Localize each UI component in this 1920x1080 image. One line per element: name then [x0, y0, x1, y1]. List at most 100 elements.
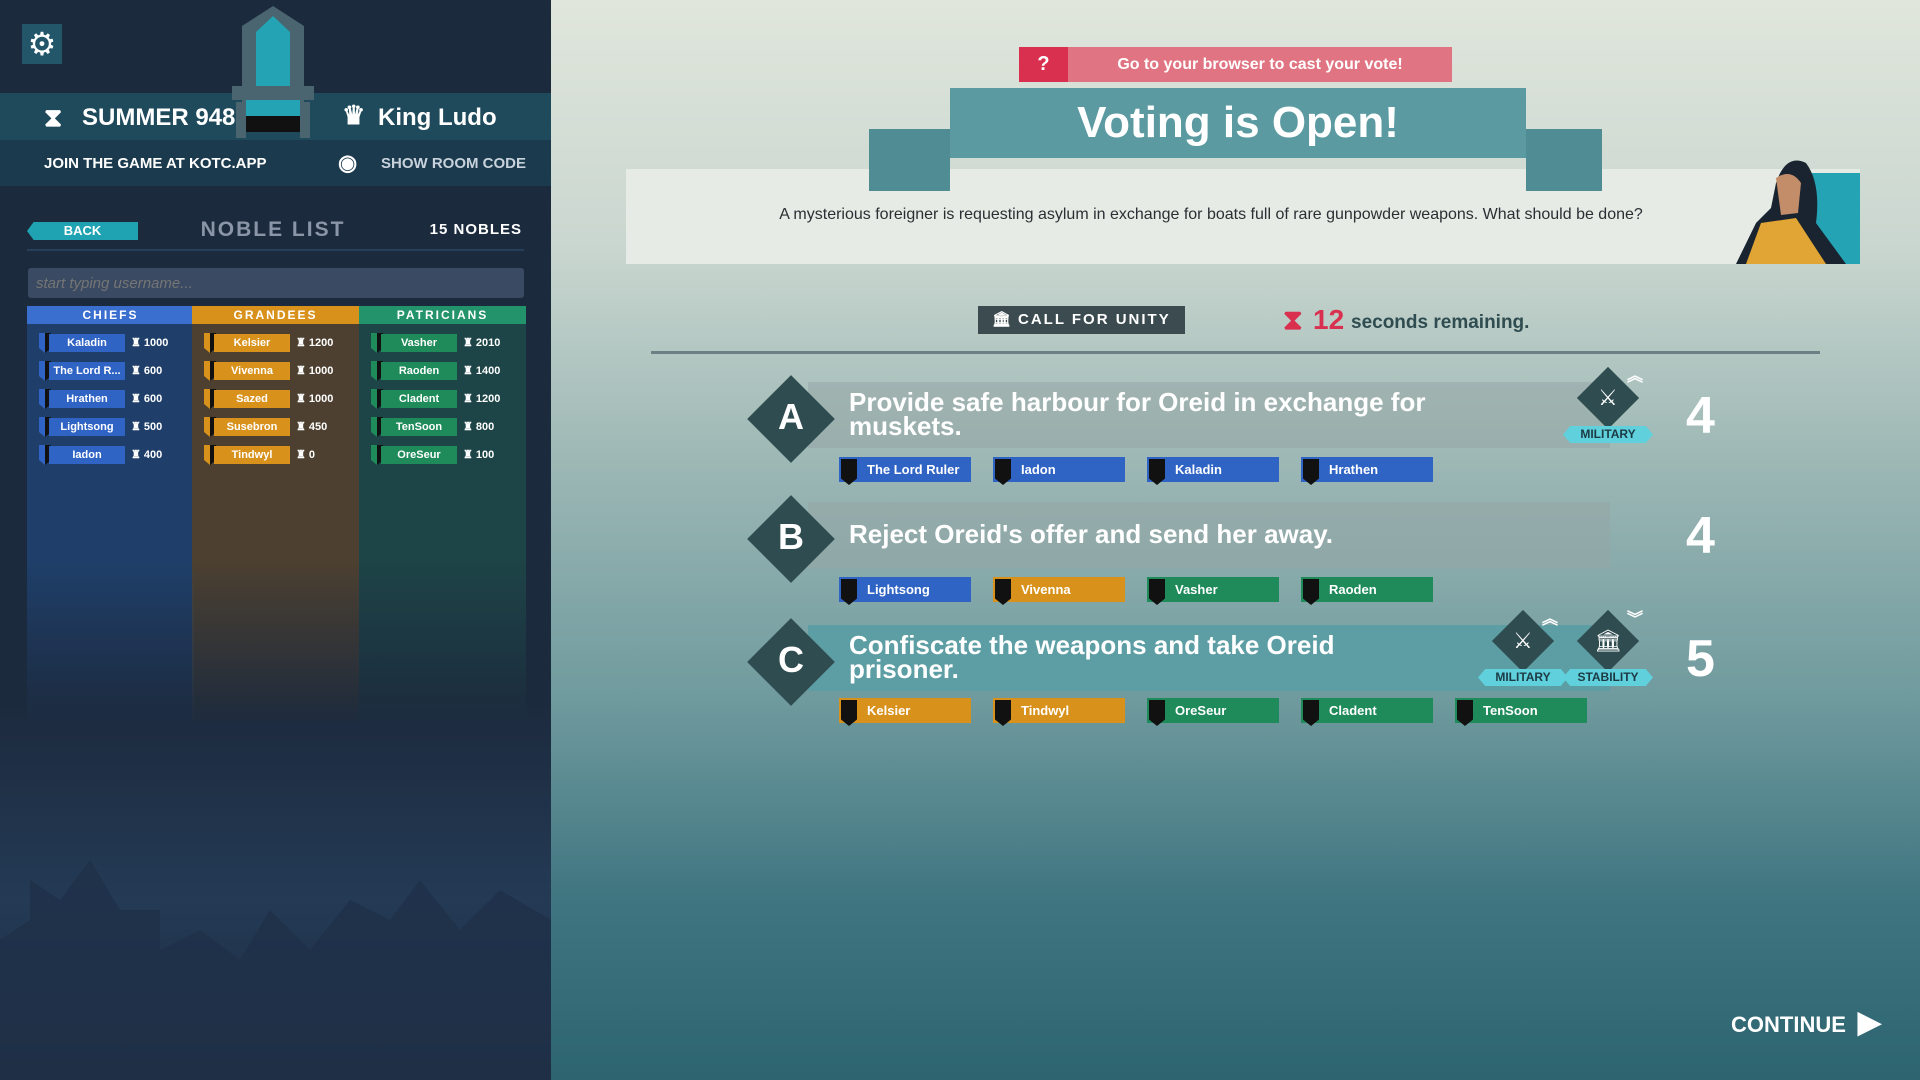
vote-count: 4: [1686, 507, 1715, 565]
voter-chip: Hrathen: [1301, 457, 1433, 485]
noble-row[interactable]: Susebron ♜ 450: [192, 417, 359, 437]
throne-icon: [232, 6, 314, 138]
noble-points: ♜ 450: [296, 421, 328, 433]
voter-chip: Kaladin: [1147, 457, 1279, 485]
noble-name: The Lord R...: [49, 362, 125, 380]
noble-name: Tindwyl: [214, 446, 290, 464]
voter-chip: Vasher: [1147, 577, 1279, 605]
voter-chip: Iadon: [993, 457, 1125, 485]
noble-row[interactable]: Raoden ♜ 1400: [359, 361, 526, 381]
vote-count: 4: [1686, 387, 1715, 445]
noble-crest-icon: [371, 333, 383, 353]
voting-open-title: Voting is Open!: [950, 88, 1526, 158]
swords-icon: ⚔: [1598, 384, 1618, 410]
noble-row[interactable]: Lightsong ♜ 500: [27, 417, 194, 437]
stat-label: STABILITY: [1563, 669, 1653, 686]
voter-chip: Tindwyl: [993, 698, 1125, 726]
noble-crest-icon: [1303, 700, 1319, 726]
noble-row[interactable]: Vasher ♜ 2010: [359, 333, 526, 353]
call-for-unity-button[interactable]: 🏛 CALL FOR UNITY: [978, 306, 1185, 334]
noble-points: ♜ 1000: [296, 393, 334, 405]
voter-name: OreSeur: [1175, 703, 1227, 718]
noble-crest-icon: [204, 445, 216, 465]
question-text: A mysterious foreigner is requesting asy…: [779, 206, 1643, 223]
points-value: 400: [143, 449, 163, 461]
noble-name: Iadon: [49, 446, 125, 464]
noble-points: ♜ 600: [131, 393, 163, 405]
voter-name: Vasher: [1175, 582, 1218, 597]
noble-name: Cladent: [381, 390, 457, 408]
option-letter: B: [778, 516, 804, 557]
points-value: 800: [475, 421, 495, 433]
noble-crest-icon: [371, 417, 383, 437]
noble-row[interactable]: Kaladin ♜ 1000: [27, 333, 194, 353]
points-value: 600: [143, 393, 163, 405]
stat-effect-military: ⚔ ︽ MILITARY: [1478, 609, 1568, 686]
king-name: King Ludo: [378, 104, 497, 131]
noble-name: Hrathen: [49, 390, 125, 408]
voter-name: The Lord Ruler: [867, 462, 960, 477]
noble-crest-icon: [995, 459, 1011, 485]
chevron-up-icon: ︽: [1626, 368, 1643, 385]
noble-name: Raoden: [381, 362, 457, 380]
noble-row[interactable]: Sazed ♜ 1000: [192, 389, 359, 409]
noble-row[interactable]: Vivenna ♜ 1000: [192, 361, 359, 381]
voter-chip: Cladent: [1301, 698, 1433, 726]
noble-crest-icon: [371, 445, 383, 465]
option-text: Reject Oreid's offer and send her away.: [849, 519, 1333, 549]
settings-gear-icon[interactable]: ⚙: [22, 24, 62, 64]
noble-crest-icon: [1303, 459, 1319, 485]
noble-crest-icon: [1149, 700, 1165, 726]
voter-name: Kelsier: [867, 703, 911, 718]
points-value: 0: [308, 449, 316, 461]
noble-points: ♜ 100: [463, 449, 495, 461]
noble-crest-icon: [39, 417, 51, 437]
season-label: SUMMER 948: [82, 104, 236, 131]
noble-points: ♜ 600: [131, 365, 163, 377]
voter-chip: Vivenna: [993, 577, 1125, 605]
continue-button[interactable]: CONTINUE ▶: [1731, 1005, 1881, 1040]
voter-chip: OreSeur: [1147, 698, 1279, 726]
username-search-input[interactable]: [28, 268, 524, 298]
voter-chip: Raoden: [1301, 577, 1433, 605]
noble-row[interactable]: OreSeur ♜ 100: [359, 445, 526, 465]
voter-chip: The Lord Ruler: [839, 457, 971, 485]
points-value: 1400: [475, 365, 501, 377]
noble-name: Lightsong: [49, 418, 125, 436]
hourglass-icon: ⧗: [44, 102, 63, 132]
divider: [27, 249, 524, 251]
back-button[interactable]: BACK: [27, 222, 138, 240]
noble-row[interactable]: Cladent ♜ 1200: [359, 389, 526, 409]
play-arrow-icon: ▶: [1857, 1006, 1881, 1039]
points-value: 500: [143, 421, 163, 433]
swords-icon: ⚔: [1513, 627, 1533, 653]
show-room-code-button[interactable]: SHOW ROOM CODE: [381, 155, 526, 172]
column-header: GRANDEES: [192, 306, 359, 324]
noble-row[interactable]: Kelsier ♜ 1200: [192, 333, 359, 353]
noble-row[interactable]: Hrathen ♜ 600: [27, 389, 194, 409]
voting-area: ? Go to your browser to cast your vote! …: [551, 0, 1920, 1080]
continue-label: CONTINUE: [1731, 1012, 1846, 1037]
option-letter: A: [778, 396, 804, 437]
noble-points: ♜ 400: [131, 449, 163, 461]
points-value: 1000: [143, 337, 169, 349]
noble-row[interactable]: Iadon ♜ 400: [27, 445, 194, 465]
noble-crest-icon: [1457, 700, 1473, 726]
castle-silhouette: [0, 860, 551, 1080]
column-header: PATRICIANS: [359, 306, 526, 324]
voter-name: Vivenna: [1021, 582, 1071, 597]
noble-crest-icon: [1149, 579, 1165, 605]
voter-chip: TenSoon: [1455, 698, 1587, 726]
eye-icon[interactable]: ◉: [338, 150, 358, 175]
noble-row[interactable]: Tindwyl ♜ 0: [192, 445, 359, 465]
points-value: 450: [308, 421, 328, 433]
noble-crest-icon: [39, 361, 51, 381]
call-for-unity-label: CALL FOR UNITY: [1018, 311, 1171, 328]
vote-count: 5: [1686, 630, 1715, 688]
divider: [651, 351, 1820, 354]
points-value: 1200: [475, 393, 501, 405]
noble-crest-icon: [995, 579, 1011, 605]
noble-points: ♜ 1000: [131, 337, 169, 349]
noble-row[interactable]: The Lord R... ♜ 600: [27, 361, 194, 381]
noble-row[interactable]: TenSoon ♜ 800: [359, 417, 526, 437]
